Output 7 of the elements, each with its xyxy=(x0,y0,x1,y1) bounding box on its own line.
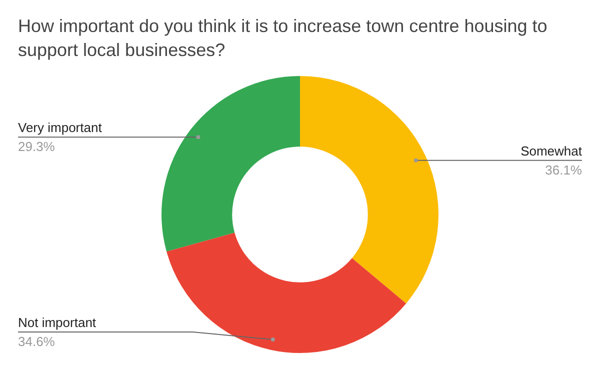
slice-label: Somewhat xyxy=(520,143,582,158)
data-label: 34.6% xyxy=(18,334,56,350)
slice-label: Not important xyxy=(18,315,96,330)
data-label: 29.3% xyxy=(18,139,56,154)
data-label: 36.1% xyxy=(545,162,582,178)
slice-label: Very important xyxy=(18,120,102,136)
chart-title: How important do you think it is to increase town centre housing to support local businesses? xyxy=(18,16,548,60)
